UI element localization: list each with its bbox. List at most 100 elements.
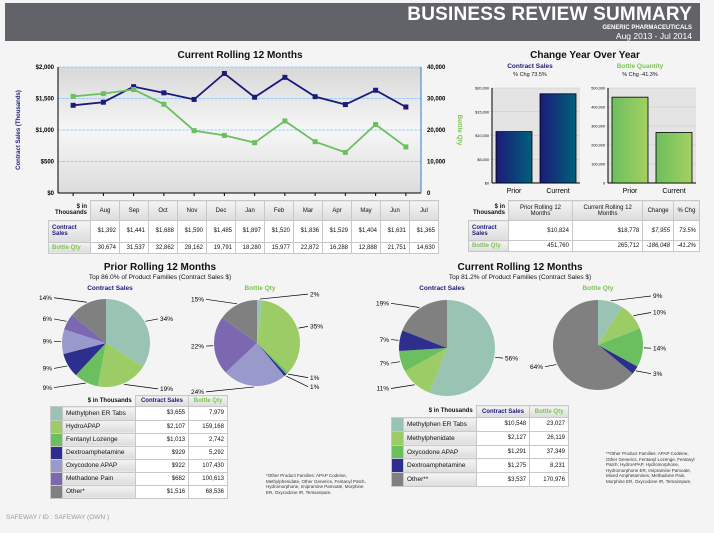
slice-label: 1% xyxy=(310,384,320,391)
data-point xyxy=(191,128,197,134)
pie-slice xyxy=(399,330,447,352)
table-row: Dextroamphetamine $1,275 8,231 xyxy=(391,458,569,474)
cell: $1,897 xyxy=(235,220,265,243)
report-period: Aug 2013 - Jul 2014 xyxy=(615,30,692,41)
y-tick-label: $0 xyxy=(47,191,54,197)
legend-swatch xyxy=(391,472,404,487)
current-subtitle: Top 81.2% of Product Families (Contract … xyxy=(448,274,592,281)
data-point xyxy=(342,102,348,108)
pie-slice xyxy=(257,343,287,377)
current-contract-pie-title: Contract Sales xyxy=(419,285,465,292)
column-header: Contract Sales xyxy=(475,404,531,419)
label-leader xyxy=(544,364,557,368)
data-point xyxy=(373,121,379,127)
slice-label: 15% xyxy=(191,297,204,304)
yoy-title: Change Year Over Year xyxy=(530,50,640,61)
data-point xyxy=(221,132,227,138)
pie-slice xyxy=(399,348,447,372)
row-label: Fentanyl Lozenge xyxy=(62,432,136,447)
pie-slice xyxy=(225,343,285,386)
pie-charts: 34% 19% 14% 6% 9% 9% 9% 2% 35% 1% 1% 15% 22% 24% 56% 19… xyxy=(39,291,666,396)
y-tick-label: 400,000 xyxy=(591,106,605,110)
pie-slice xyxy=(63,343,106,376)
slice-label: 34% xyxy=(160,316,173,323)
data-point xyxy=(131,86,137,92)
slice-label: 11% xyxy=(376,386,389,393)
y2-tick-label: 20,000 xyxy=(427,128,446,134)
row-label: Dextroamphetamine xyxy=(62,445,136,460)
pie-slice xyxy=(75,343,106,387)
cell: 18,280 xyxy=(235,241,265,255)
data-point xyxy=(100,99,106,105)
bar-current xyxy=(655,132,693,184)
month-header: Jan xyxy=(235,199,265,222)
label-leader xyxy=(259,293,309,300)
y-tick-label: 100,000 xyxy=(591,163,605,167)
cell: 15,977 xyxy=(264,241,294,255)
label-leader xyxy=(633,312,652,317)
row-label: Oxycodone APAP xyxy=(403,444,477,460)
slice-label: 9% xyxy=(43,385,53,392)
cell: $682 xyxy=(134,471,190,486)
report-title: BUSINESS REVIEW SUMMARY xyxy=(407,4,692,25)
table-row: Other** $3,537 170,976 xyxy=(391,472,569,487)
yoy-bottle-title: Bottle Quantity xyxy=(616,63,664,70)
slice-label: 6% xyxy=(43,316,53,323)
table-row: Bottle Qty 30,674 31,537 32,862 28,162 19,791… xyxy=(48,241,439,255)
header-row: $ in Thousands Prior Rolling 12 Months Cur… xyxy=(469,199,701,222)
prior-footnote: *Other Product Families: APAP Codeine, M… xyxy=(266,473,366,495)
month-header: Nov xyxy=(177,199,207,222)
row-label: Methylphenidate xyxy=(403,430,477,446)
month-header: Mar xyxy=(293,199,323,222)
pie-slice xyxy=(598,300,623,345)
y-tick-label: $10,000 xyxy=(475,134,489,138)
month-header: Feb xyxy=(264,199,294,222)
legend-swatch xyxy=(50,432,63,447)
table-row: Contract Sales $1,392 $1,441 $1,688 $1,590 $1… xyxy=(48,220,439,243)
header-row: $ in Thousands Aug Sep Oct Nov Dec Jan Feb Mar Ap… xyxy=(49,199,439,222)
pie-slice xyxy=(214,317,257,373)
y-tick-label: $2,000 xyxy=(36,65,55,71)
column-header: Bottle Qty xyxy=(188,394,228,408)
series-line-bottle-qty xyxy=(73,88,407,154)
column-header: Change xyxy=(642,199,674,222)
y-tick-label: 0 xyxy=(603,182,605,186)
month-header: Aug xyxy=(90,199,120,222)
slice-label: 19% xyxy=(160,386,173,393)
data-point xyxy=(191,96,197,102)
cell: 16,288 xyxy=(322,241,352,255)
slice-label: 9% xyxy=(43,366,53,373)
legend-swatch xyxy=(391,417,404,432)
header-bar: BUSINESS REVIEW SUMMARY GENERIC PHARMACE… xyxy=(5,3,700,41)
table-row: Methylphen ER Tabs $3,655 7,979 xyxy=(50,406,228,421)
data-point xyxy=(312,139,318,145)
table-row: Oxycodone APAP $1,291 37,349 xyxy=(391,444,569,460)
cell: 19,791 xyxy=(206,241,236,255)
data-point xyxy=(403,104,409,110)
month-header: Apr xyxy=(322,199,352,222)
cell: 68,536 xyxy=(188,484,228,500)
cell: 22,872 xyxy=(293,241,323,255)
prior-title: Prior Rolling 12 Months xyxy=(103,262,217,273)
label-leader xyxy=(285,375,309,387)
legend-swatch xyxy=(50,458,63,473)
cell: $1,275 xyxy=(475,458,531,474)
data-point xyxy=(312,94,318,100)
cell: $7,955 xyxy=(642,220,674,242)
cell: $1,529 xyxy=(322,220,352,243)
header-row: $ in Thousands Contract Sales Bottle Qty xyxy=(51,394,228,408)
y-tick-label: $500 xyxy=(41,160,55,166)
pie-slice xyxy=(222,300,257,343)
cell: $18,778 xyxy=(571,220,644,242)
current-footnote: **Other Product Families: APAP Codeine, … xyxy=(606,451,695,484)
prior-contract-pie-title: Contract Sales xyxy=(87,285,133,292)
row-label: Bottle Qty xyxy=(468,240,509,252)
current-bottle-pie-title: Bottle Qty xyxy=(582,285,614,292)
slice-label: 2% xyxy=(310,291,320,298)
current-title: Current Rolling 12 Months xyxy=(457,262,583,273)
prior-subtitle: Top 86.0% of Product Families (Contract … xyxy=(88,274,232,281)
slice-label: 7% xyxy=(380,337,390,344)
line-chart: $0 0 $500 10,000 $1,000 20,000 $1,500 30,000 $2,… xyxy=(16,65,463,197)
pie-slice xyxy=(402,300,447,348)
data-point xyxy=(252,94,258,100)
